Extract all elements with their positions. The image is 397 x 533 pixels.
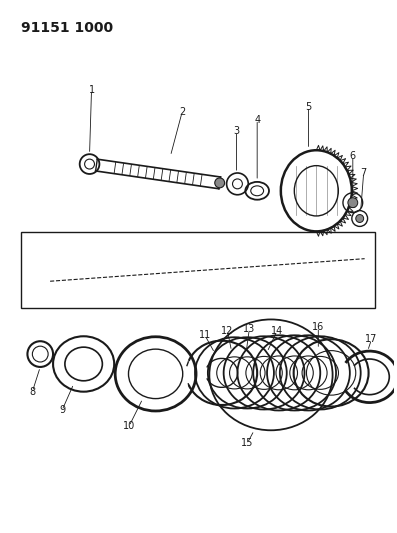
Text: 12: 12: [222, 326, 234, 336]
Text: 4: 4: [254, 115, 260, 125]
Text: 9: 9: [59, 406, 65, 416]
Text: 13: 13: [243, 325, 255, 334]
Text: 3: 3: [233, 126, 239, 136]
Text: 11: 11: [199, 330, 211, 340]
Text: 15: 15: [241, 438, 254, 448]
Text: 7: 7: [360, 168, 367, 178]
Text: 14: 14: [271, 326, 283, 336]
Bar: [21, 232, 374, 308]
Text: 91151 1000: 91151 1000: [21, 21, 113, 35]
Text: 10: 10: [123, 421, 135, 431]
Circle shape: [348, 198, 358, 208]
Circle shape: [215, 178, 225, 188]
Text: 2: 2: [179, 107, 185, 117]
Text: 5: 5: [305, 102, 312, 112]
Text: 6: 6: [350, 151, 356, 161]
Text: 1: 1: [89, 85, 94, 95]
Text: 16: 16: [312, 322, 324, 333]
Text: 8: 8: [29, 386, 35, 397]
Circle shape: [356, 215, 364, 222]
Text: 17: 17: [365, 334, 378, 344]
